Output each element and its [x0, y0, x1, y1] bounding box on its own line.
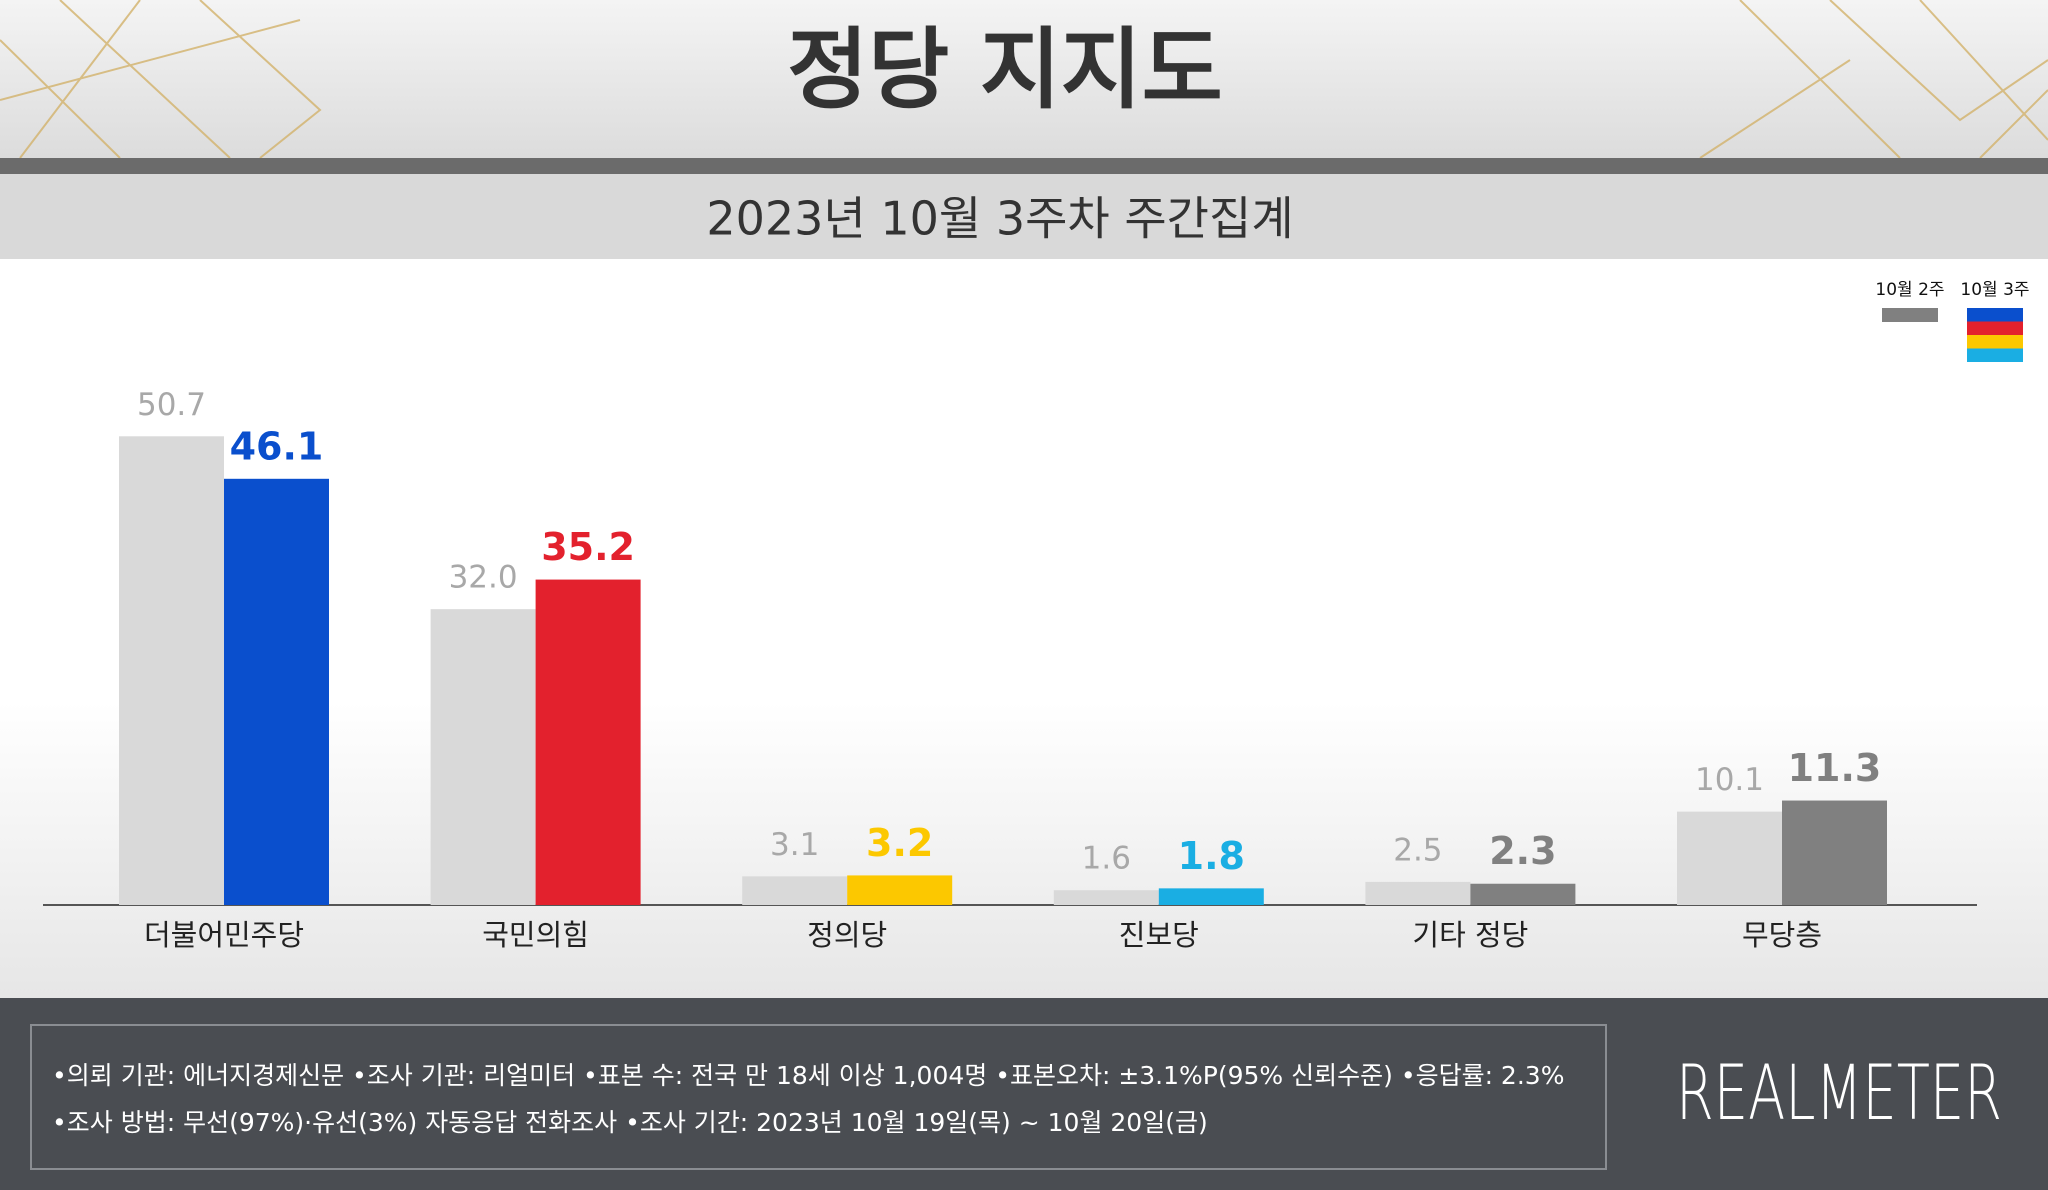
value-label: 11.3 [1788, 746, 1882, 790]
bar [224, 478, 329, 905]
chart-title: 정당 지지도 [787, 18, 1222, 121]
value-label: 50.7 [137, 387, 206, 423]
value-label: 2.5 [1393, 832, 1442, 868]
legend-swatch [1967, 335, 2023, 349]
footer [0, 998, 2048, 1190]
bar [119, 436, 224, 905]
bar [1158, 888, 1264, 905]
x-tick-label: 정의당 [807, 918, 887, 952]
value-label: 32.0 [449, 560, 518, 596]
bar [1782, 800, 1887, 905]
bar [1053, 890, 1159, 905]
bar [847, 875, 953, 905]
bar [1677, 811, 1782, 905]
bar [742, 876, 848, 905]
x-tick-label: 진보당 [1119, 918, 1199, 952]
note: •조사 방법: 무선(97%)·유선(3%) 자동응답 전화조사 •조사 기간:… [52, 1108, 1208, 1137]
value-label: 46.1 [230, 424, 324, 468]
header-rule [0, 158, 2048, 174]
bar [1470, 883, 1576, 905]
value-label: 35.2 [541, 525, 635, 569]
bar [535, 579, 641, 905]
header-decoration [0, 0, 2048, 159]
x-tick-label: 기타 정당 [1412, 918, 1528, 952]
legend-label: 10월 2주 [1875, 280, 1944, 300]
value-label: 10.1 [1695, 762, 1764, 798]
x-tick-label: 국민의힘 [482, 918, 589, 952]
legend-swatch [1882, 308, 1938, 322]
value-label: 3.1 [770, 827, 819, 863]
legend-swatch [1967, 321, 2023, 335]
notes-box [30, 1024, 1607, 1170]
chart-subtitle: 2023년 10월 3주차 주간집계 [706, 192, 1293, 246]
note: •의뢰 기관: 에너지경제신문 •조사 기관: 리얼미터 •표본 수: 전국 만… [52, 1061, 1564, 1090]
value-label: 2.3 [1489, 829, 1556, 873]
value-label: 1.6 [1082, 841, 1131, 877]
bar [1365, 881, 1471, 905]
subtitle-band [0, 174, 2048, 259]
value-label: 1.8 [1178, 834, 1245, 878]
brand-logo: REALMETER [1676, 1048, 2002, 1137]
header-band [0, 0, 2048, 158]
x-tick-label: 무당층 [1742, 918, 1822, 952]
x-tick-label: 더불어민주당 [144, 918, 304, 952]
legend-swatch [1967, 308, 2023, 322]
bar [430, 609, 536, 905]
legend-swatch [1967, 348, 2023, 362]
legend-label: 10월 3주 [1960, 280, 2029, 300]
value-label: 3.2 [866, 821, 933, 865]
